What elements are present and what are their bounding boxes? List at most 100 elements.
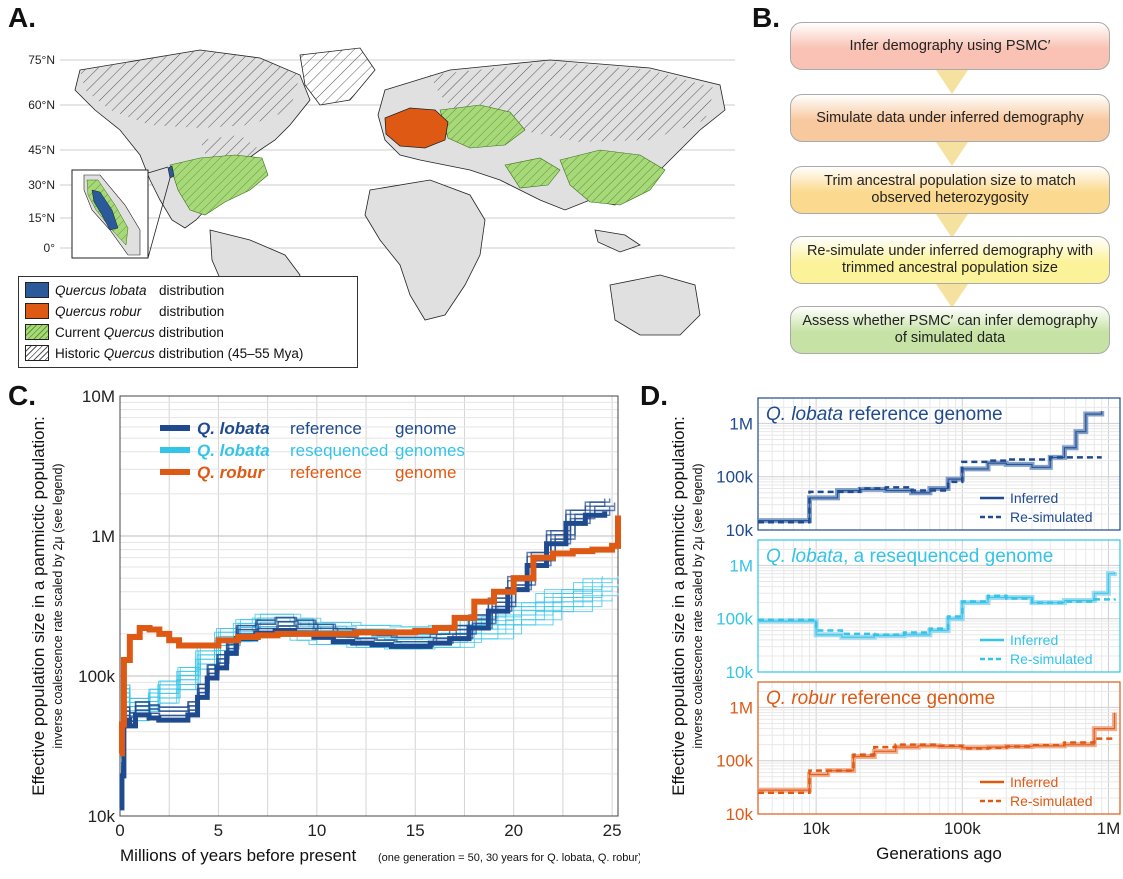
flow-step-text: Trim ancestral population size to match … (824, 173, 1076, 206)
series-line-inferred (758, 712, 1117, 793)
se-asia-islands (594, 229, 641, 253)
legend-label-type: genomes (395, 441, 465, 460)
legend-item-current: Current Quercus distribution (25, 323, 224, 341)
x-axis-label: Millions of years before present (120, 846, 357, 865)
subplot-title: Q. lobata reference genome (766, 404, 1003, 425)
subplot-frame (757, 681, 1121, 815)
california-inset (71, 166, 171, 259)
flow-step-5: Assess whether PSMC′ can infer demograph… (790, 306, 1110, 354)
x-tick-label: 10 (307, 821, 326, 840)
series-line-inferred-core (758, 411, 1103, 522)
y-tick-label: 10k (726, 663, 754, 682)
x-tick-label: 15 (406, 821, 425, 840)
panel-label-a: A. (8, 2, 36, 33)
australia (609, 274, 701, 336)
x-axis-label: Generations ago (876, 844, 1002, 863)
subplot-title: Q. lobata, a resequenced genome (766, 546, 1053, 567)
subplot-1: 10k 100k 1M Q. lobata reference genome Infer… (716, 397, 1121, 540)
legend-label-resimulated: Re-simulated (1010, 793, 1092, 809)
flow-step-text: Infer demography using PSMC′ (849, 37, 1051, 54)
legend-swatch-lobata (25, 282, 49, 298)
flow-step-2: Simulate data under inferred demography (790, 94, 1110, 142)
legend-item-historic: Historic Quercus distribution (45–55 Mya… (25, 344, 303, 362)
flow-arrow (936, 284, 968, 308)
y-tick-label: 1M (729, 698, 753, 717)
flow-arrow (936, 214, 968, 238)
world-map: 75°N 60°N 45°N 30°N 15°N 0° (28, 47, 735, 356)
flow-step-text: Re-simulate under inferred demography wi… (806, 243, 1094, 276)
y-axis-sublabel: inverse coalescence rate scaled by 2μ (s… (51, 463, 65, 748)
legend-item-robur: Quercus robur distribution (25, 302, 224, 320)
latitude-label: 60°N (28, 98, 55, 112)
latitude-label: 15°N (28, 211, 55, 225)
legend-label-type: genome (395, 463, 456, 482)
y-tick-label: 10k (726, 805, 754, 824)
subplot-frame (757, 539, 1121, 673)
legend-text-lobata: distribution (159, 282, 225, 298)
panel-label-d: D. (640, 380, 668, 411)
subplot-frame (757, 397, 1121, 531)
legend-label-type: genome (395, 419, 456, 438)
legend-label-kind: reference (290, 463, 362, 482)
legend-label-kind: resequenced (290, 441, 388, 460)
legend-text-robur: distribution (159, 303, 225, 319)
x-axis-note: (one generation = 50, 30 years for Q. lo… (378, 852, 640, 864)
flow-arrow (936, 142, 968, 166)
latitude-label: 0° (44, 241, 56, 255)
plot-frame (119, 395, 619, 817)
y-tick-label: 10k (88, 807, 116, 826)
legend-species-robur: Quercus robur (55, 303, 142, 319)
legend-prefix-current: Current (55, 324, 101, 340)
legend-label-kind: reference (290, 419, 362, 438)
series-line-lobata-reference (120, 506, 616, 804)
x-tick-label: 100k (944, 819, 981, 838)
legend-swatch-robur (25, 303, 49, 319)
flow-step-text: Simulate data under inferred demography (816, 109, 1084, 126)
legend-genus-historic: Quercus (103, 345, 155, 361)
series-line-lobata-reference (120, 502, 616, 800)
flow-step-4: Re-simulate under inferred demography wi… (790, 236, 1110, 284)
x-tick-label: 5 (214, 821, 223, 840)
series-line-resimulated (758, 737, 1116, 795)
y-tick-label: 10k (726, 521, 754, 540)
latitude-labels: 75°N 60°N 45°N 30°N 15°N 0° (28, 53, 55, 255)
legend-label-inferred: Inferred (1010, 774, 1058, 790)
legend-prefix-historic: Historic (55, 345, 101, 361)
x-tick-label: 20 (504, 821, 523, 840)
series-line-lobata-resequenced (120, 583, 603, 750)
y-tick-label: 1M (91, 527, 115, 546)
series-line-lobata-resequenced (120, 576, 619, 742)
series-line-resimulated (758, 594, 1116, 637)
quercus-robur-range (384, 107, 449, 149)
y-tick-label: 1M (729, 414, 753, 433)
legend-genus-current: Quercus (103, 324, 155, 340)
flow-arrow (936, 70, 968, 94)
quercus-lobata-range-small (167, 165, 175, 179)
chart-d: 10k 100k 1M Q. lobata reference genome Infer… (669, 397, 1121, 863)
legend-label-species: Q. lobata (197, 419, 270, 438)
y-tick-label: 100k (78, 667, 115, 686)
x-tick-label: 0 (115, 821, 124, 840)
y-tick-label: 100k (716, 610, 753, 629)
greenland (299, 47, 376, 106)
series-line-robur-reference (118, 515, 621, 757)
y-tick-label: 10M (82, 387, 115, 406)
legend-label-species: Q. robur (197, 463, 265, 482)
legend-label-species: Q. lobata (197, 441, 270, 460)
latitude-label: 30°N (28, 178, 55, 192)
series-line-lobata-resequenced (120, 583, 619, 750)
series-line-lobata-reference (120, 502, 606, 800)
legend-swatch-current (25, 324, 49, 340)
x-tick-label: 1M (1097, 819, 1121, 838)
flow-step-text: Assess whether PSMC′ can infer demograph… (802, 313, 1098, 346)
legend-swatch-historic (25, 345, 49, 361)
y-tick-label: 100k (716, 468, 753, 487)
y-axis-sublabel: inverse coalescence rate scaled by 2μ (s… (691, 463, 705, 748)
x-tick-label: 10k (802, 819, 830, 838)
series-line-inferred-core (758, 572, 1116, 638)
legend-text-historic: distribution (45–55 Mya) (158, 345, 304, 361)
subplot-title: Q. robur reference genome (766, 688, 995, 709)
legend-text-current: distribution (158, 324, 224, 340)
series-line-lobata-reference (120, 511, 611, 809)
series-line-resimulated (758, 456, 1102, 524)
